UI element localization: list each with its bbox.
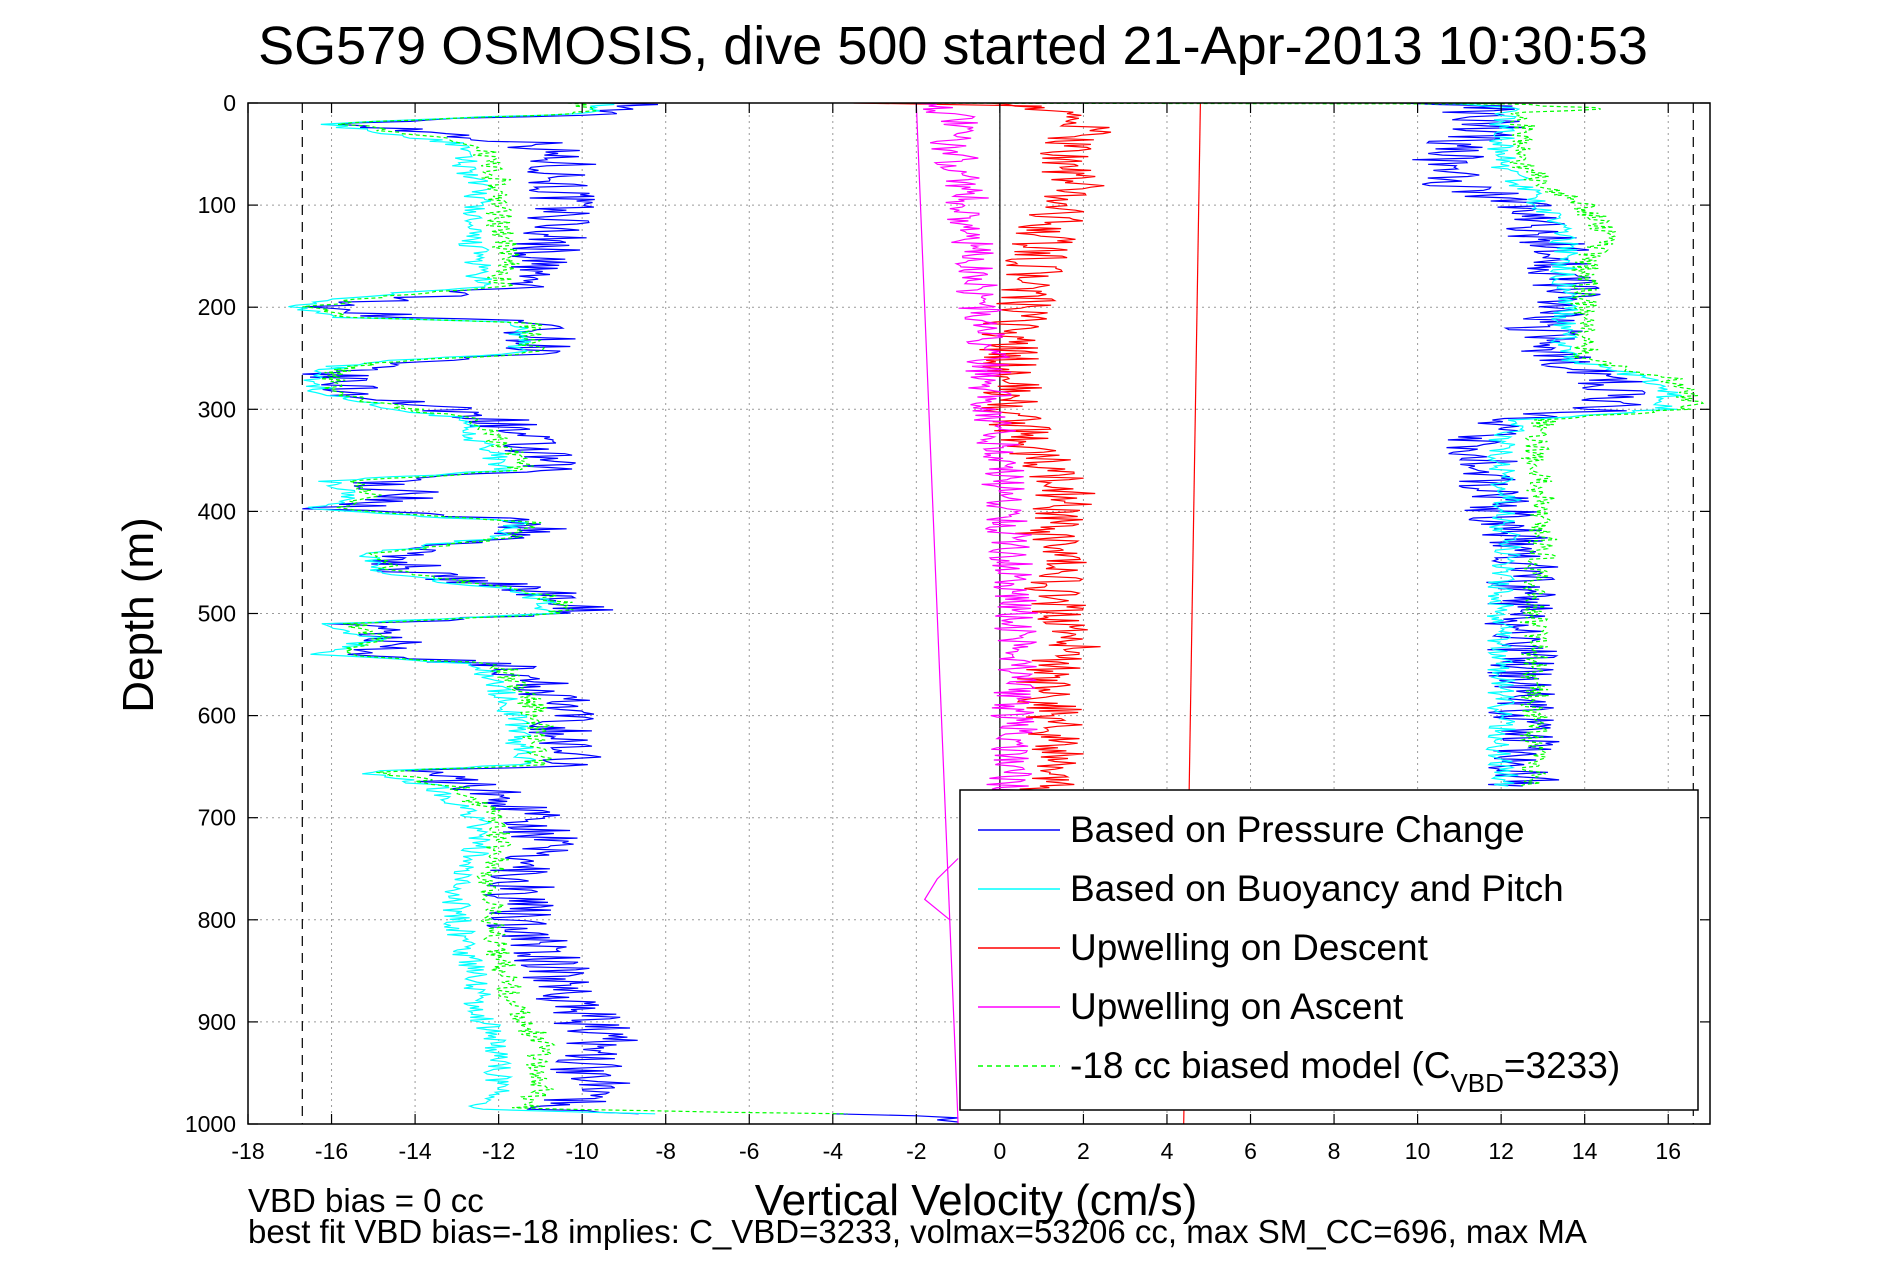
series-line	[1465, 103, 1705, 787]
x-tick-label: -4	[823, 1138, 844, 1164]
series-line	[832, 1113, 959, 1123]
legend-label-tail: =3233)	[1504, 1045, 1620, 1086]
legend-label: Based on Pressure Change	[1070, 809, 1525, 850]
x-tick-label: -8	[655, 1138, 675, 1164]
y-tick-label: 800	[198, 907, 236, 933]
y-tick-label: 1000	[185, 1111, 236, 1137]
series-line	[288, 103, 656, 1115]
x-tick-label: -12	[482, 1138, 515, 1164]
series-line	[914, 103, 1038, 798]
x-tick-label: 10	[1405, 1138, 1431, 1164]
y-tick-label: 600	[198, 703, 236, 729]
legend-label-main: Upwelling on Descent	[1070, 927, 1429, 968]
x-tick-label: -14	[398, 1138, 431, 1164]
x-tick-label: -6	[739, 1138, 759, 1164]
x-tick-label: 16	[1655, 1138, 1681, 1164]
series-line	[979, 103, 1112, 798]
best-fit-annotation: best fit VBD bias=-18 implies: C_VBD=323…	[248, 1213, 1587, 1250]
y-tick-label: 0	[223, 90, 236, 116]
series-line	[923, 858, 959, 921]
x-tick-label: -10	[566, 1138, 599, 1164]
legend-label: Based on Buoyancy and Pitch	[1070, 868, 1564, 909]
x-axis-title: Vertical Velocity (cm/s)	[755, 1176, 1198, 1225]
vbd-bias-annotation: VBD bias = 0 cc	[248, 1182, 484, 1219]
x-tick-label: 4	[1161, 1138, 1174, 1164]
legend-box	[959, 789, 1699, 1111]
y-tick-label: 400	[198, 498, 236, 524]
y-tick-label: 300	[198, 396, 236, 422]
series-line	[1444, 103, 1682, 787]
x-tick-label: 14	[1572, 1138, 1598, 1164]
legend: Based on Pressure Change Based on Buoyanc…	[959, 789, 1699, 1111]
series-line	[1400, 103, 1646, 787]
x-tick-label: 0	[993, 1138, 1006, 1164]
legend-label-main: Based on Pressure Change	[1070, 809, 1525, 850]
x-tick-label: 2	[1077, 1138, 1090, 1164]
series-line	[915, 103, 959, 1124]
x-tick-label: 6	[1244, 1138, 1257, 1164]
series-line	[302, 103, 848, 1115]
legend-label: Upwelling on Descent	[1070, 927, 1429, 968]
y-tick-label: 200	[198, 294, 236, 320]
legend-label-main: Based on Buoyancy and Pitch	[1070, 868, 1564, 909]
x-tick-label: 8	[1328, 1138, 1341, 1164]
y-axis-title: Depth (m)	[114, 517, 163, 713]
legend-label: -18 cc biased model (CVBD=3233)	[1070, 1045, 1620, 1098]
x-tick-label: 12	[1488, 1138, 1514, 1164]
y-tick-label: 500	[198, 601, 236, 627]
legend-label-subscript: VBD	[1450, 1068, 1503, 1098]
x-tick-label: -18	[231, 1138, 264, 1164]
x-tick-label: -2	[906, 1138, 926, 1164]
legend-label-main: -18 cc biased model (C	[1070, 1045, 1450, 1086]
x-tick-label: -16	[315, 1138, 348, 1164]
y-tick-label: 700	[198, 805, 236, 831]
series-line	[302, 103, 659, 1115]
legend-label-main: Upwelling on Ascent	[1070, 986, 1404, 1027]
chart-title: SG579 OSMOSIS, dive 500 started 21-Apr-2…	[258, 16, 1648, 76]
series-group	[288, 103, 1705, 1124]
legend-label: Upwelling on Ascent	[1070, 986, 1404, 1027]
y-tick-label: 100	[198, 192, 236, 218]
y-tick-label: 900	[198, 1009, 236, 1035]
